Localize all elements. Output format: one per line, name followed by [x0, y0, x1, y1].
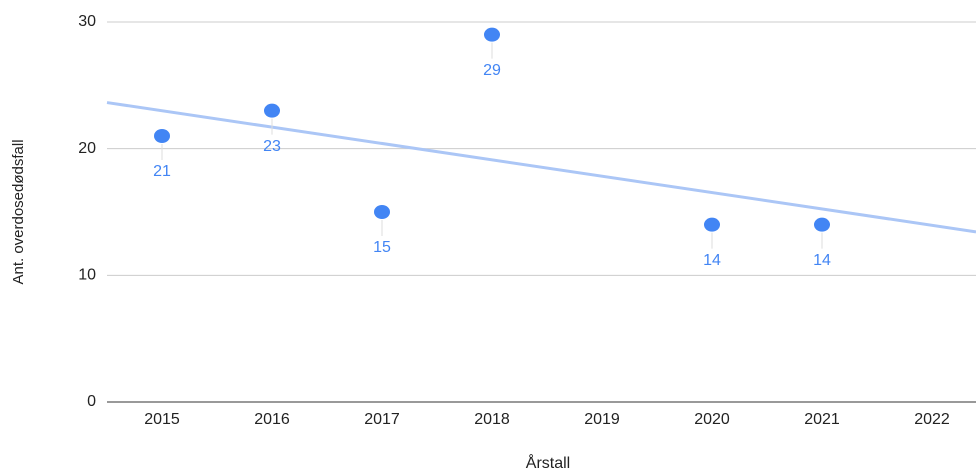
x-tick-label: 2015 — [144, 411, 180, 428]
x-tick-label: 2018 — [474, 411, 510, 428]
y-axis-label: Ant. overdosedødsfall — [10, 139, 27, 284]
data-label: 15 — [373, 239, 391, 256]
x-tick-label: 2021 — [804, 411, 840, 428]
point — [704, 217, 720, 232]
data-label: 21 — [153, 163, 171, 180]
x-tick-label: 2022 — [914, 411, 950, 428]
data-label: 29 — [483, 62, 501, 79]
y-tick-label: 30 — [78, 13, 96, 30]
y-tick-label: 10 — [78, 267, 96, 284]
x-tick-label: 2017 — [364, 411, 400, 428]
x-tick-label: 2019 — [584, 411, 620, 428]
point — [374, 205, 390, 219]
point — [484, 27, 500, 42]
point — [264, 103, 280, 118]
point — [814, 217, 830, 232]
x-axis-label: Årstall — [526, 453, 570, 472]
trendline — [106, 101, 976, 234]
x-tick-label: 2020 — [694, 411, 730, 428]
point — [154, 129, 170, 143]
data-label: 23 — [263, 138, 281, 155]
y-tick-label: 0 — [87, 393, 96, 410]
y-tick-label: 20 — [78, 140, 96, 157]
data-label: 14 — [813, 252, 831, 269]
data-label: 14 — [703, 252, 721, 269]
x-tick-label: 2016 — [254, 411, 290, 428]
